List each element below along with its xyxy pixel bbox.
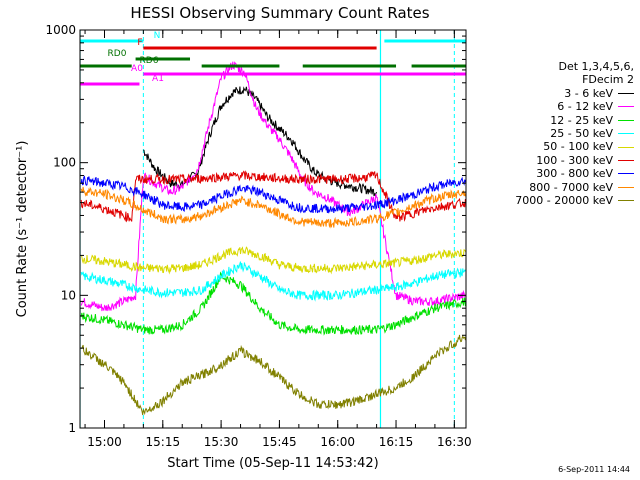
flag-label-a1: A1 bbox=[152, 74, 164, 84]
legend-entry: 7000 - 20000 keV bbox=[478, 194, 634, 207]
y-tick-label: 10 bbox=[61, 288, 76, 302]
legend-entry: 6 - 12 keV bbox=[478, 100, 634, 113]
x-tick-label: 16:30 bbox=[437, 435, 472, 449]
x-tick-label: 16:15 bbox=[379, 435, 414, 449]
chart-title: HESSI Observing Summary Count Rates bbox=[130, 4, 429, 22]
series-line-100to300keV bbox=[80, 170, 466, 223]
legend-entry-label: 300 - 800 keV bbox=[536, 167, 613, 181]
legend-entry: 3 - 6 keV bbox=[478, 87, 634, 100]
legend-entry: 25 - 50 keV bbox=[478, 127, 634, 140]
legend-entry-label: 25 - 50 keV bbox=[550, 127, 613, 141]
series-line-800to7000keV bbox=[80, 186, 466, 229]
y-tick-label: 1 bbox=[68, 421, 76, 435]
legend: Det 1,3,4,5,6, FDecim 2 3 - 6 keV 6 - 12 … bbox=[478, 60, 634, 207]
legend-swatch bbox=[618, 160, 634, 162]
y-tick-label: 100 bbox=[53, 156, 76, 170]
legend-swatch bbox=[618, 119, 634, 121]
legend-entry-label: 50 - 100 keV bbox=[543, 140, 613, 154]
legend-header-line1: Det 1,3,4,5,6, bbox=[558, 60, 634, 73]
legend-entry-label: 7000 - 20000 keV bbox=[515, 194, 613, 208]
legend-entry: 100 - 300 keV bbox=[478, 154, 634, 167]
legend-swatch bbox=[618, 93, 634, 95]
legend-entry: 12 - 25 keV bbox=[478, 114, 634, 127]
legend-entry-label: 3 - 6 keV bbox=[564, 86, 613, 100]
legend-entry: 50 - 100 keV bbox=[478, 140, 634, 153]
flag-label-rd6: RD6 bbox=[140, 56, 159, 66]
y-tick-label: 1000 bbox=[45, 23, 76, 37]
legend-entry-label: 100 - 300 keV bbox=[536, 153, 613, 167]
flag-label-a0: A0 bbox=[131, 64, 143, 74]
legend-header-line2: FDecim 2 bbox=[582, 73, 634, 87]
series-line-25to50keV bbox=[80, 261, 466, 302]
legend-entry: 800 - 7000 keV bbox=[478, 181, 634, 194]
series-line-50to100keV bbox=[81, 246, 466, 275]
legend-swatch bbox=[618, 173, 634, 175]
legend-entry-label: 6 - 12 keV bbox=[557, 100, 613, 114]
x-tick-label: 15:00 bbox=[87, 435, 122, 449]
series-line-300to800keV bbox=[80, 175, 466, 214]
legend-swatch bbox=[618, 200, 634, 202]
legend-swatch bbox=[618, 106, 634, 108]
plot-frame bbox=[79, 29, 467, 429]
series-line-7000to20000keV bbox=[81, 334, 466, 416]
flag-label-f: F bbox=[137, 38, 142, 48]
legend-swatch bbox=[618, 186, 634, 188]
x-tick-label: 15:15 bbox=[146, 435, 181, 449]
x-tick-label: 15:30 bbox=[204, 435, 239, 449]
flag-label-rd0: RD0 bbox=[108, 49, 127, 59]
legend-swatch bbox=[618, 146, 634, 148]
axes: 15:00 15:15 15:30 15:45 16:00 16:15 16:30 1 10 10… bbox=[45, 23, 471, 449]
legend-entry-label: 12 - 25 keV bbox=[550, 113, 613, 127]
series-line-6to12keV bbox=[80, 61, 466, 312]
legend-entry-label: 800 - 7000 keV bbox=[529, 180, 613, 194]
series-line-12to25keV bbox=[80, 271, 466, 336]
legend-entry: 300 - 800 keV bbox=[478, 167, 634, 180]
y-axis-label: Count Rate (s⁻¹ detector⁻¹) bbox=[15, 141, 30, 318]
generated-timestamp: 6-Sep-2011 14:44 bbox=[558, 465, 630, 474]
x-axis-label: Start Time (05-Sep-11 14:53:42) bbox=[167, 456, 378, 471]
flag-label-n: N bbox=[154, 31, 161, 41]
x-tick-label: 15:45 bbox=[262, 435, 297, 449]
legend-swatch bbox=[618, 133, 634, 135]
x-tick-label: 16:00 bbox=[320, 435, 355, 449]
